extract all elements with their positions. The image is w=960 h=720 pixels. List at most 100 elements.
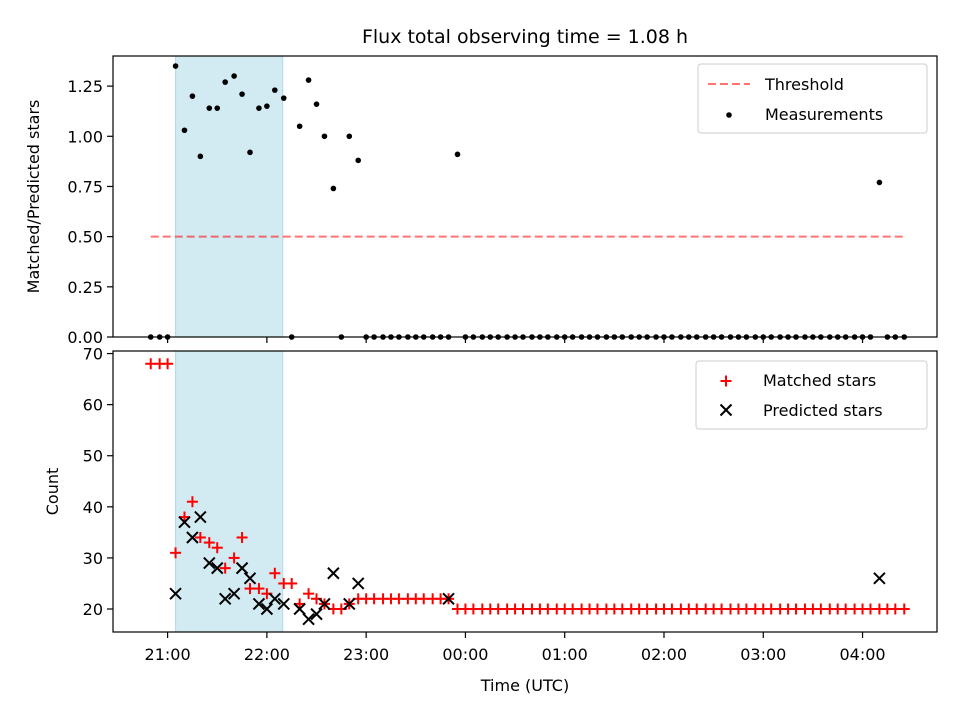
- legend-matched-label: Matched stars: [763, 371, 876, 390]
- shaded-interval: [175, 350, 284, 633]
- measurement-point: [305, 77, 312, 83]
- matched-point: [203, 537, 215, 549]
- predicted-point-b: [343, 597, 356, 611]
- measurement-point: [214, 105, 221, 111]
- count-panel: 20 30 40 50 60 70 21:00 22:00 23:00 00:00 01:00 02…: [43, 345, 938, 695]
- matched-point: [194, 531, 206, 543]
- matched-point: [162, 358, 174, 370]
- predicted-point-b: [318, 597, 331, 611]
- y-tick-label: 0.75: [67, 177, 103, 196]
- predicted-stars-series: [169, 510, 886, 626]
- legend-predicted-marker: [719, 403, 733, 417]
- measurement-point: [876, 179, 883, 186]
- count-legend-box: [695, 360, 928, 430]
- legend-matched-marker: [720, 375, 732, 387]
- measurement-point: [330, 185, 337, 192]
- predicted-point-b: [873, 572, 886, 585]
- matched-point: [294, 598, 306, 610]
- predicted-point-b: [243, 572, 257, 585]
- predicted-point-b: [211, 561, 224, 575]
- count-plot-frame: [112, 350, 938, 633]
- predicted-point: [203, 556, 216, 570]
- predicted-point-b: [194, 510, 207, 524]
- legend-measurements-swatch: [726, 112, 732, 118]
- measurement-point: [256, 105, 262, 111]
- measurement-point: [296, 123, 303, 130]
- chart-title: Flux total observing time = 1.08 h: [362, 26, 688, 48]
- predicted-point-b: [235, 561, 249, 575]
- predicted-point: [302, 613, 315, 626]
- predicted-point: [318, 597, 331, 611]
- predicted-point-b: [442, 592, 455, 605]
- predicted-point: [260, 602, 274, 616]
- x-tick-label: 02:00: [641, 645, 687, 664]
- y-tick-label: 1.00: [67, 127, 103, 146]
- matched-point: [170, 547, 182, 559]
- predicted-point: [873, 572, 886, 585]
- ratio-y-axis-label: Matched/Predicted stars: [24, 100, 43, 294]
- predicted-point: [343, 597, 356, 611]
- ratio-panel: 0.00 0.25 0.50 0.75 1.00 1.25 Matched/Predict…: [24, 55, 938, 347]
- ratio-y-ticks: 0.00 0.25 0.50 0.75 1.00 1.25: [67, 77, 113, 347]
- x-tick-label: 21:00: [145, 645, 191, 664]
- predicted-point-b: [277, 597, 290, 611]
- predicted-point: [211, 561, 224, 575]
- predicted-point-b: [293, 602, 306, 616]
- matched-point: [269, 567, 281, 579]
- y-tick-label: 30: [83, 549, 103, 568]
- measurement-point: [272, 87, 278, 93]
- y-tick-label: 1.25: [67, 77, 103, 96]
- legend-measurements-label: Measurements: [765, 105, 883, 124]
- ratio-plot-frame: [112, 55, 938, 338]
- measurement-point: [355, 157, 362, 164]
- measurement-point: [181, 127, 188, 134]
- measurement-point: [197, 153, 204, 160]
- predicted-point-b: [227, 587, 241, 600]
- predicted-point: [235, 561, 249, 575]
- x-tick-label: 00:00: [442, 645, 488, 664]
- y-tick-label: 50: [83, 447, 103, 466]
- predicted-point: [169, 587, 182, 600]
- legend-predicted-swatch: [719, 403, 733, 417]
- measurement-point: [247, 149, 253, 156]
- predicted-point: [293, 602, 306, 616]
- ratio-legend-box: [697, 63, 928, 134]
- x-tick-label: 22:00: [244, 645, 290, 664]
- predicted-point-b: [203, 556, 216, 570]
- ratio-legend: Threshold Measurements: [697, 63, 928, 134]
- measurement-point: [313, 101, 320, 107]
- predicted-point: [268, 592, 282, 605]
- x-tick-label: 03:00: [740, 645, 786, 664]
- y-tick-label: 70: [83, 345, 103, 364]
- y-tick-label: 60: [83, 396, 103, 415]
- observing-window-top: [175, 55, 284, 338]
- matched-point: [219, 562, 231, 574]
- observing-window-bottom: [175, 350, 284, 633]
- measurement-point: [189, 93, 196, 99]
- measurements-series: [147, 63, 908, 340]
- predicted-point-b: [169, 587, 182, 600]
- measurement-point: [206, 105, 213, 111]
- predicted-point-b: [268, 592, 282, 605]
- time-x-ticks: 21:00 22:00 23:00 00:00 01:00 02:00 03:00 04:00: [145, 632, 886, 664]
- x-tick-label: 01:00: [542, 645, 588, 664]
- legend-matched-swatch: [720, 375, 732, 387]
- predicted-point-b: [252, 597, 266, 611]
- predicted-point: [352, 577, 365, 590]
- matched-point: [186, 496, 198, 508]
- y-tick-label: 0.00: [67, 328, 103, 347]
- predicted-point-b: [260, 602, 274, 616]
- predicted-point: [310, 607, 323, 621]
- predicted-point-b: [186, 531, 199, 544]
- measurement-point: [264, 103, 270, 109]
- measurement-point: [346, 133, 353, 140]
- predicted-point: [178, 515, 191, 529]
- predicted-point-b: [302, 613, 315, 626]
- matched-point: [178, 511, 190, 523]
- ratio-x-ticks: [167, 337, 864, 343]
- predicted-point: [442, 592, 455, 605]
- measurement-point: [172, 63, 179, 69]
- legend-predicted-marker-b: [719, 403, 733, 417]
- legend-predicted-label: Predicted stars: [763, 401, 883, 420]
- predicted-point: [252, 597, 266, 611]
